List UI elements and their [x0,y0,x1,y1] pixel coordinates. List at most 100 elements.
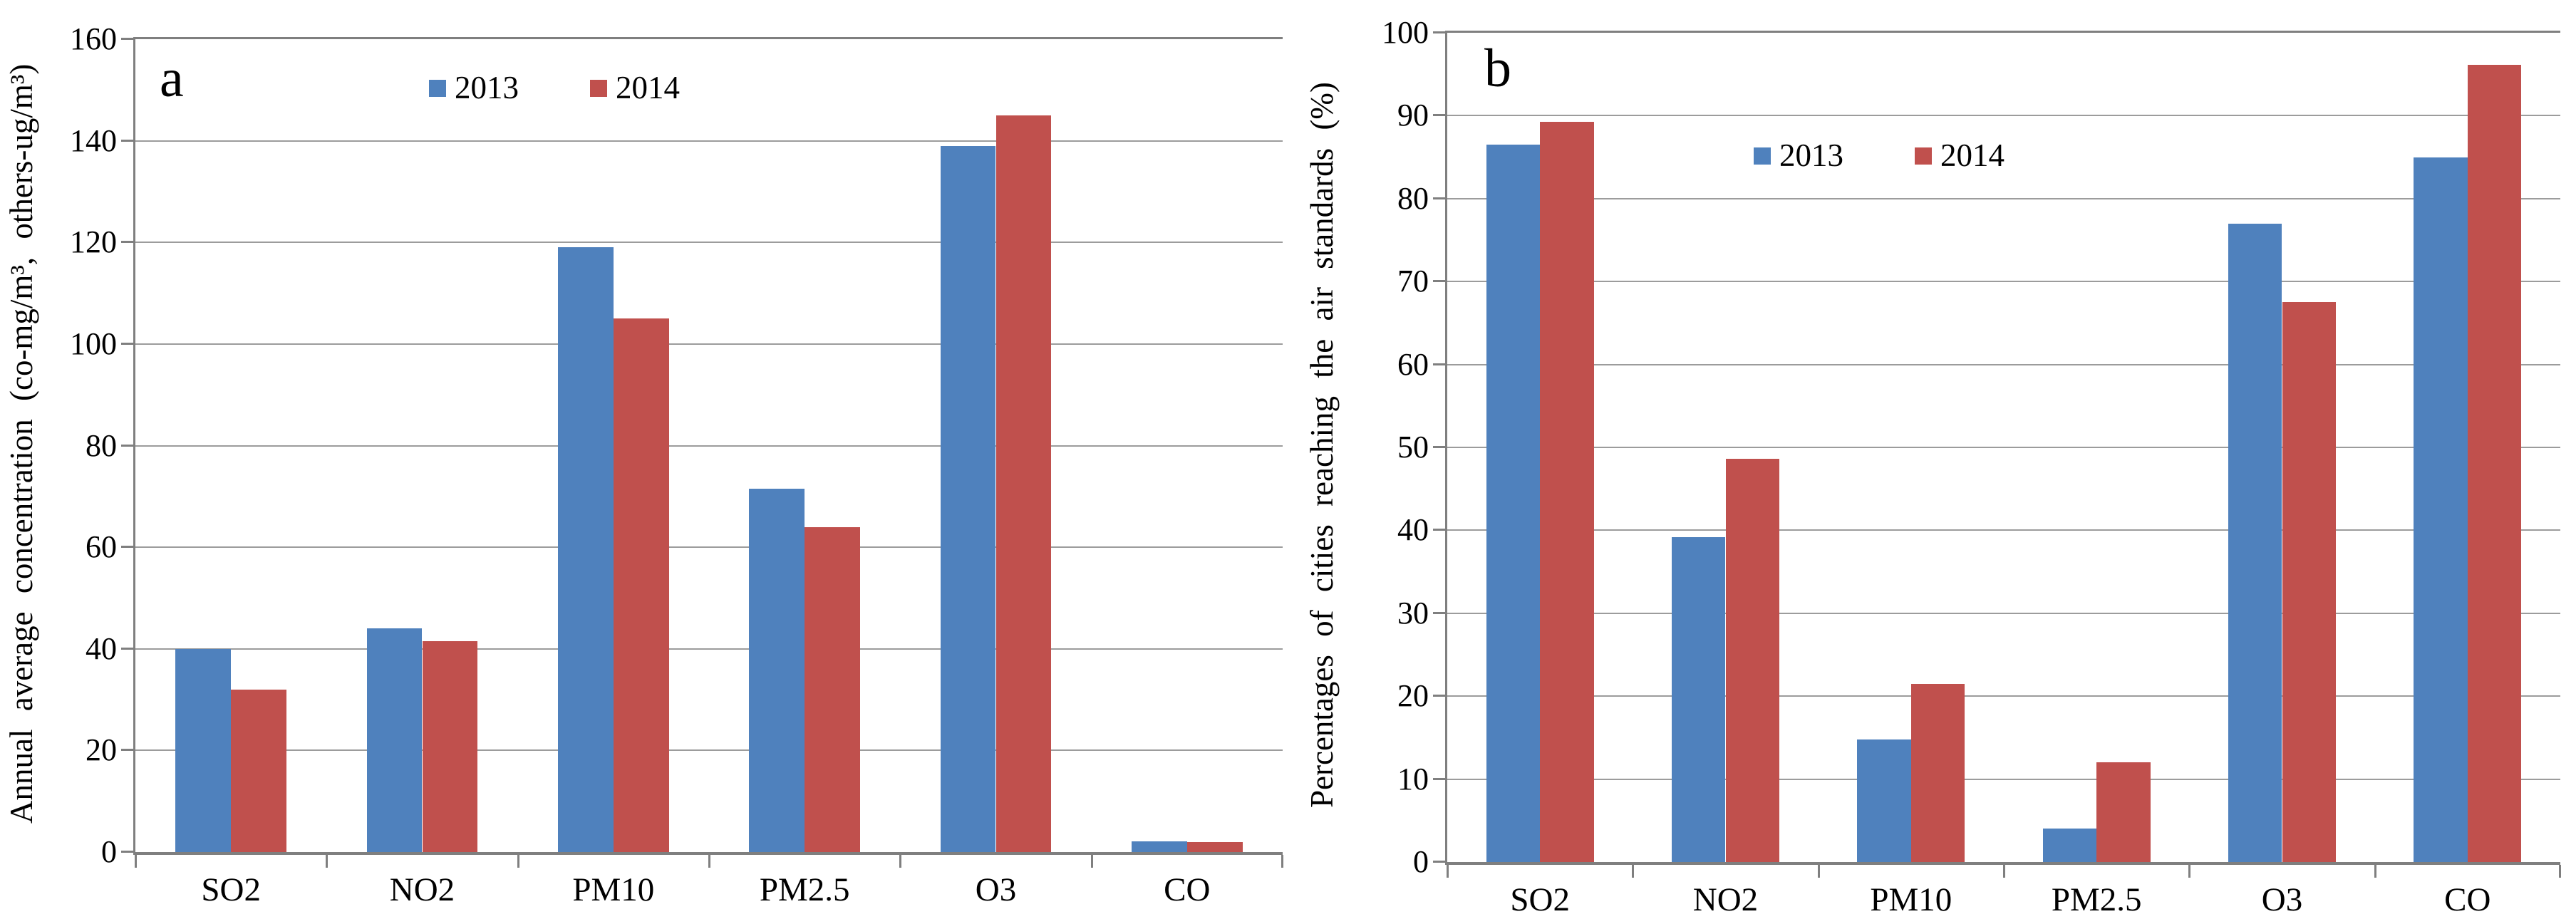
bar-2013-CO [1132,841,1187,852]
x-category-label: PM10 [1870,881,1952,918]
y-tick-label: 120 [70,224,117,260]
bar-2014-NO2 [1725,459,1779,862]
gridline [135,445,1283,447]
gridline [1447,115,2560,117]
legend-label: 2013 [1779,137,1843,173]
legend-item-2014: 2014 [1915,140,2005,172]
y-axis-tick-mark [121,38,133,40]
bar-2014-O3 [995,115,1052,852]
y-axis-tick-mark [1433,197,1445,199]
legend-label: 2014 [616,70,680,105]
x-category-label: CO [2444,881,2491,918]
y-tick-label: 10 [1397,761,1429,796]
bar-2014-CO [1186,841,1243,852]
panel-a: Annual average concentration (co-mg/m³, … [4,24,1283,907]
x-axis-tick-mark [899,855,902,868]
y-tick-label: 30 [1397,595,1429,630]
gridline [1447,695,2560,697]
gridline [1447,197,2560,199]
legend-label: 2013 [455,70,519,105]
gridline [1447,612,2560,614]
y-axis-tick-mark [121,749,133,752]
y-axis-tick-mark [1433,446,1445,448]
panel-b: Percentages of cities reaching the air s… [1288,0,2576,924]
x-category-label: NO2 [389,871,455,908]
x-category-label: CO [1164,871,1211,908]
x-axis-tick-mark [1447,865,1449,878]
panel-letter: b [1484,38,1511,98]
bar-2014-SO2 [231,689,286,852]
bar-2014-O3 [2282,302,2336,862]
x-axis-tick-mark [1817,865,1820,878]
bar-2014-PM2.5 [2096,762,2151,862]
legend-item-2013: 2013 [429,72,519,104]
gridline [1447,363,2560,365]
x-category-label: PM2.5 [2051,881,2142,918]
y-axis-tick-mark [121,241,133,244]
plot-area: 2013 2014 0 10 20 30 40 50 60 70 80 90 100 SO2 NO2 PM1… [1382,17,2561,917]
bar-2014-NO2 [422,641,478,852]
legend-marker-2013 [429,79,446,97]
y-tick-label: 0 [101,834,117,869]
gridline [135,749,1283,752]
y-tick-label: 40 [1397,512,1429,548]
gridline [1447,447,2560,448]
bar-2014-SO2 [1540,121,1594,862]
y-tick-label: 20 [1397,678,1429,714]
x-category-label: PM2.5 [759,871,850,908]
gridline [135,648,1283,650]
y-axis-tick-mark [121,546,133,549]
bar-2013-SO2 [175,648,232,852]
y-axis-tick-mark [1433,529,1445,531]
x-axis-tick-mark [2003,865,2005,878]
x-axis-tick-mark [326,855,329,868]
bar-2013-NO2 [366,628,423,852]
legend-marker-2013 [1754,147,1771,165]
y-tick-label: 0 [1413,844,1429,879]
gridline [135,546,1283,549]
gridline [1447,529,2560,531]
x-axis-tick-mark [2559,865,2561,878]
x-axis-tick-mark [1632,865,1635,878]
x-category-label: PM10 [572,871,655,908]
y-axis-tick-mark [1433,31,1445,33]
y-tick-label: 60 [1397,346,1429,382]
bar-2013-PM2.5 [749,489,805,852]
y-axis-tick-mark [121,342,133,345]
y-axis-tick-mark [121,851,133,853]
bar-2013-SO2 [1486,145,1541,862]
y-axis-tick-mark [121,444,133,447]
x-category-label: NO2 [1692,881,1759,918]
gridline [135,343,1283,345]
x-axis-tick-mark [708,855,710,868]
y-axis-tick-mark [121,647,133,650]
plot-area: 2013 2014 0 20 40 60 80 100 120 140 160 SO2 NO2 PM10… [70,24,1283,907]
x-axis-tick-mark [517,855,519,868]
gridline [135,140,1283,142]
bar-2013-PM10 [558,247,614,852]
bar-2014-CO [2467,65,2522,862]
legend-item-2014: 2014 [590,72,680,104]
bar-2013-O3 [2228,223,2282,862]
legend: 2013 2014 [429,72,680,104]
y-axis-tick-mark [1433,695,1445,697]
legend-item-2013: 2013 [1754,140,1843,172]
gridline [135,242,1283,244]
bar-2013-PM10 [1857,739,1911,862]
legend-label: 2014 [1940,137,2005,173]
legend: 2013 2014 [1754,140,2005,172]
y-tick-label: 20 [86,732,117,768]
x-category-label: SO2 [201,871,261,908]
x-axis-tick-mark [1090,855,1093,868]
y-axis-tick-mark [121,139,133,142]
y-axis-tick-mark [1433,114,1445,117]
y-tick-label: 50 [1397,430,1429,464]
y-axis-tick-mark [1433,611,1445,614]
x-axis-tick-mark [2188,865,2191,878]
y-tick-label: 100 [1382,15,1429,50]
y-axis-tick-mark [1433,363,1445,365]
bar-2013-PM2.5 [2042,829,2097,862]
bar-2014-PM10 [1910,683,1965,862]
y-axis-tick-mark [1433,861,1445,863]
